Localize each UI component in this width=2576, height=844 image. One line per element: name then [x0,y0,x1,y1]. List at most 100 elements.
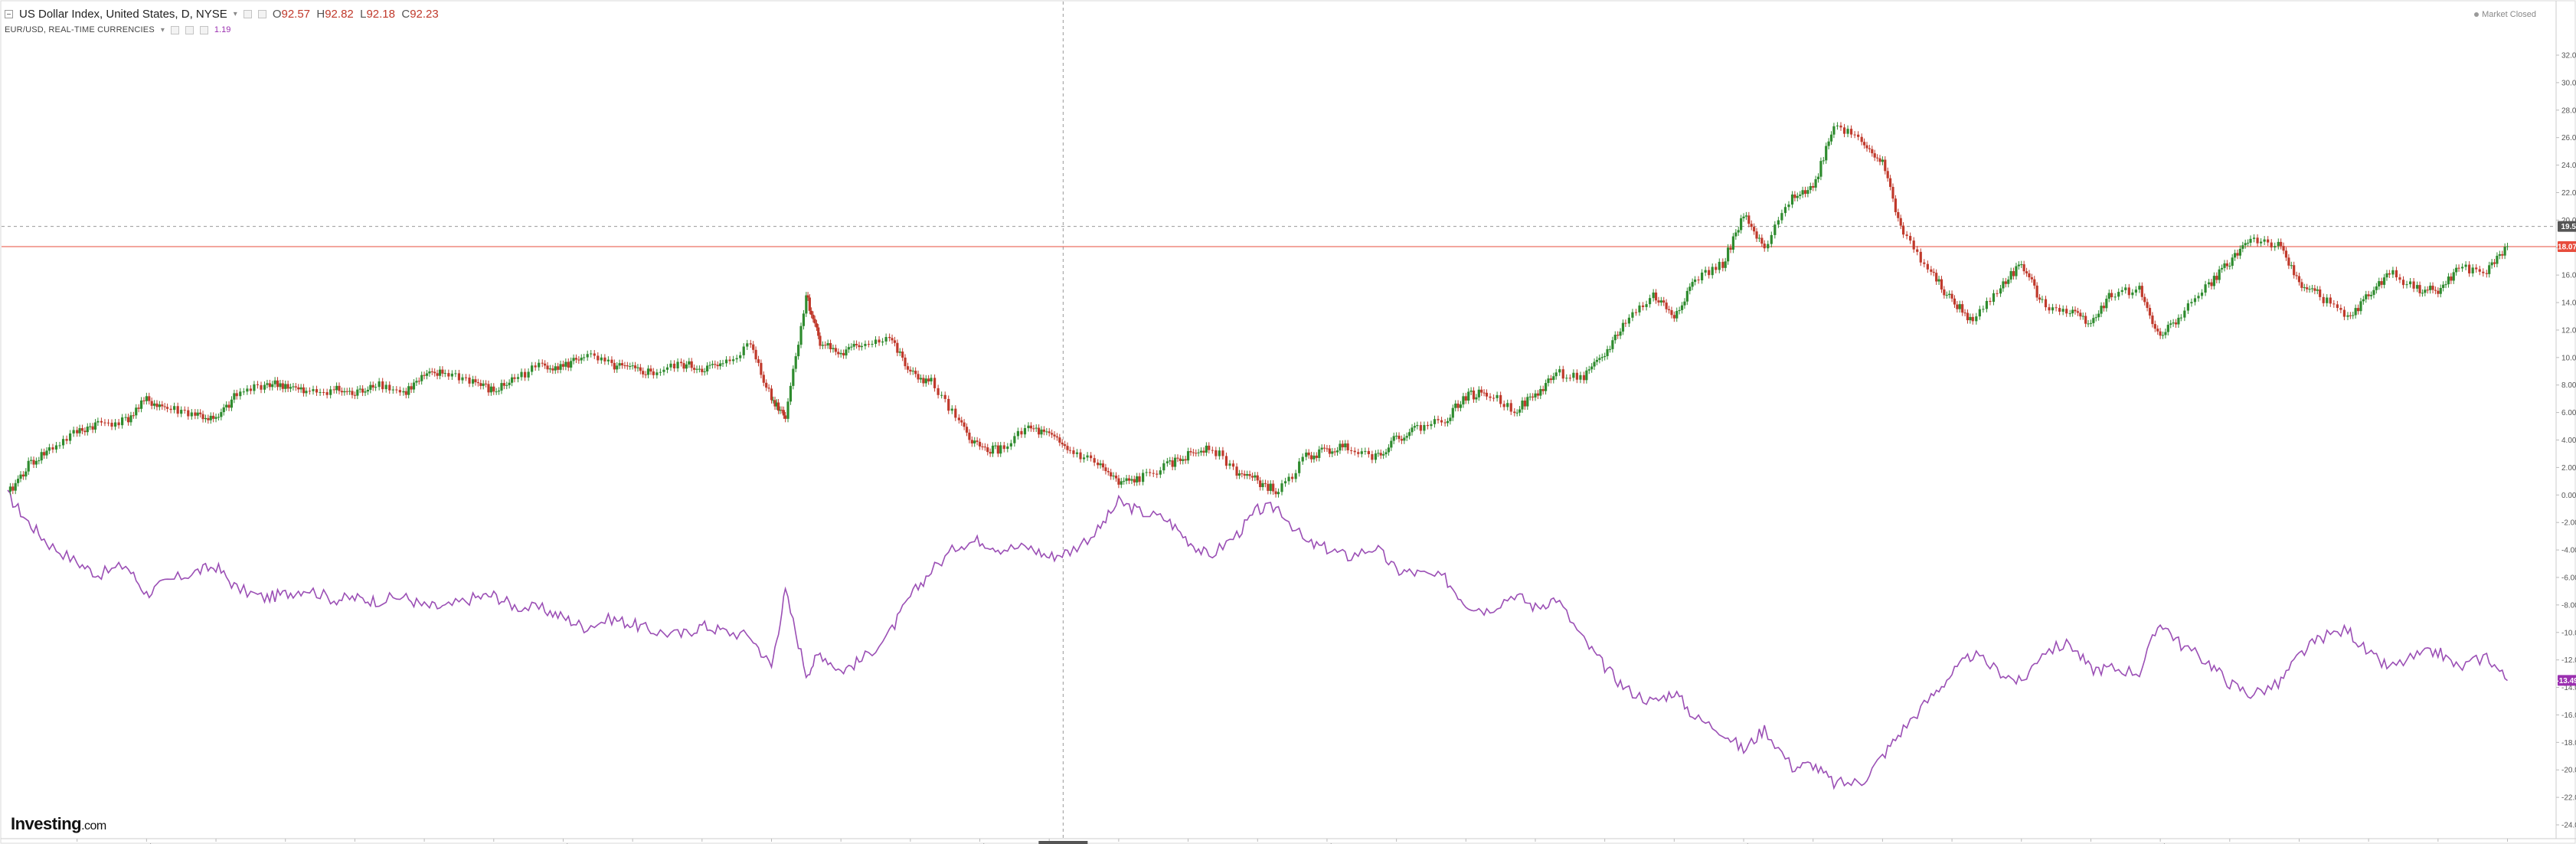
candle-body [471,379,475,384]
candle-body [1320,447,1323,450]
candle-body [2401,280,2405,286]
compare-last-label: -13.49% [2556,677,2576,685]
candle-body [757,359,760,363]
candle-body [1023,428,1027,435]
candle-body [1608,348,1612,350]
candle-body [1572,372,1575,378]
candle-body [1433,419,1437,424]
candle-body [1552,376,1555,381]
candle-body [1492,397,1496,399]
candle-body [1322,447,1326,449]
candle-body [760,362,763,375]
candle-body [1638,305,1641,312]
candle-body [366,389,370,392]
candle-body [447,373,450,377]
candle-body [676,361,679,368]
settings-icon[interactable] [257,10,266,18]
candle-body [246,388,249,392]
candle-body [1051,433,1054,435]
candle-body [749,343,752,345]
candle-body [201,414,204,420]
compare-settings-icon[interactable] [185,25,194,34]
candle-body [27,460,30,472]
candle-body [2277,241,2280,247]
candle-body [1130,479,1133,481]
candle-body [294,386,297,388]
candle-body [629,366,632,368]
candle-body [1634,312,1638,313]
candle-body [135,407,138,416]
candle-body [557,366,560,370]
candle-body [688,361,691,365]
candle-body [1884,159,1887,172]
candle-body [263,384,266,390]
candle-body [1149,472,1152,473]
candle-body [603,357,606,361]
remove-compare-icon[interactable] [199,25,208,34]
candle-body [1645,304,1648,307]
candle-body [312,389,315,391]
candle-body [2071,309,2074,314]
candle-body [2429,286,2432,290]
candle-body [1443,422,1447,424]
chevron-down-icon[interactable]: ▾ [160,25,165,34]
candle-body [1953,298,1957,305]
candle-body [1600,357,1603,358]
candle-body [404,391,407,395]
candle-body [180,410,183,414]
candle-body [2074,309,2077,312]
candle-body [1042,429,1046,432]
candle-body [1341,443,1344,448]
candle-body [762,375,765,383]
candle-body [1881,159,1884,162]
candle-body [742,346,745,355]
candle-body [155,403,159,407]
candle-body [1901,225,1905,235]
candle-body [2033,279,2036,286]
candle-body [847,347,850,350]
candle-body [2444,284,2447,286]
candle-body [1718,261,1721,270]
y-tick-label: -10.00% [2561,629,2576,637]
candle-body [2009,271,2012,280]
candle-body [665,367,669,370]
collapse-legend-icon[interactable] [5,10,13,18]
candle-body [1246,474,1249,476]
candle-body [1235,466,1238,476]
candle-body [45,450,48,456]
candle-body [538,362,541,368]
candle-body [233,393,236,400]
chevron-down-icon[interactable]: ▾ [233,10,237,18]
candle-body [2015,266,2018,276]
candle-body [1307,452,1310,456]
candle-body [1256,475,1259,481]
candle-body [2295,275,2298,276]
candle-body [1999,288,2002,294]
candle-body [47,447,51,451]
candle-body [1082,457,1086,460]
candle-body [1619,331,1622,336]
candle-body [2212,276,2215,286]
candle-body [834,348,837,352]
candle-body [2107,293,2110,299]
logo-text: Investing [11,814,82,833]
candle-body [2447,276,2450,285]
candle-body [1107,471,1110,473]
candle-body [305,391,308,394]
hide-compare-icon[interactable] [170,25,179,34]
candle-body [1344,443,1347,448]
candle-body [495,391,498,393]
candle-body [1932,271,1935,273]
candle-body [369,384,372,390]
candle-body [2022,264,2025,272]
candle-body [2482,271,2485,273]
hide-series-icon[interactable] [243,10,252,18]
candle-body [732,359,735,361]
candle-body [1133,479,1136,483]
candle-body [1027,425,1030,429]
investing-logo[interactable]: Investing.com [11,814,106,834]
candle-body [1680,305,1684,310]
candle-body [1035,427,1038,429]
candle-body [1857,134,1860,137]
